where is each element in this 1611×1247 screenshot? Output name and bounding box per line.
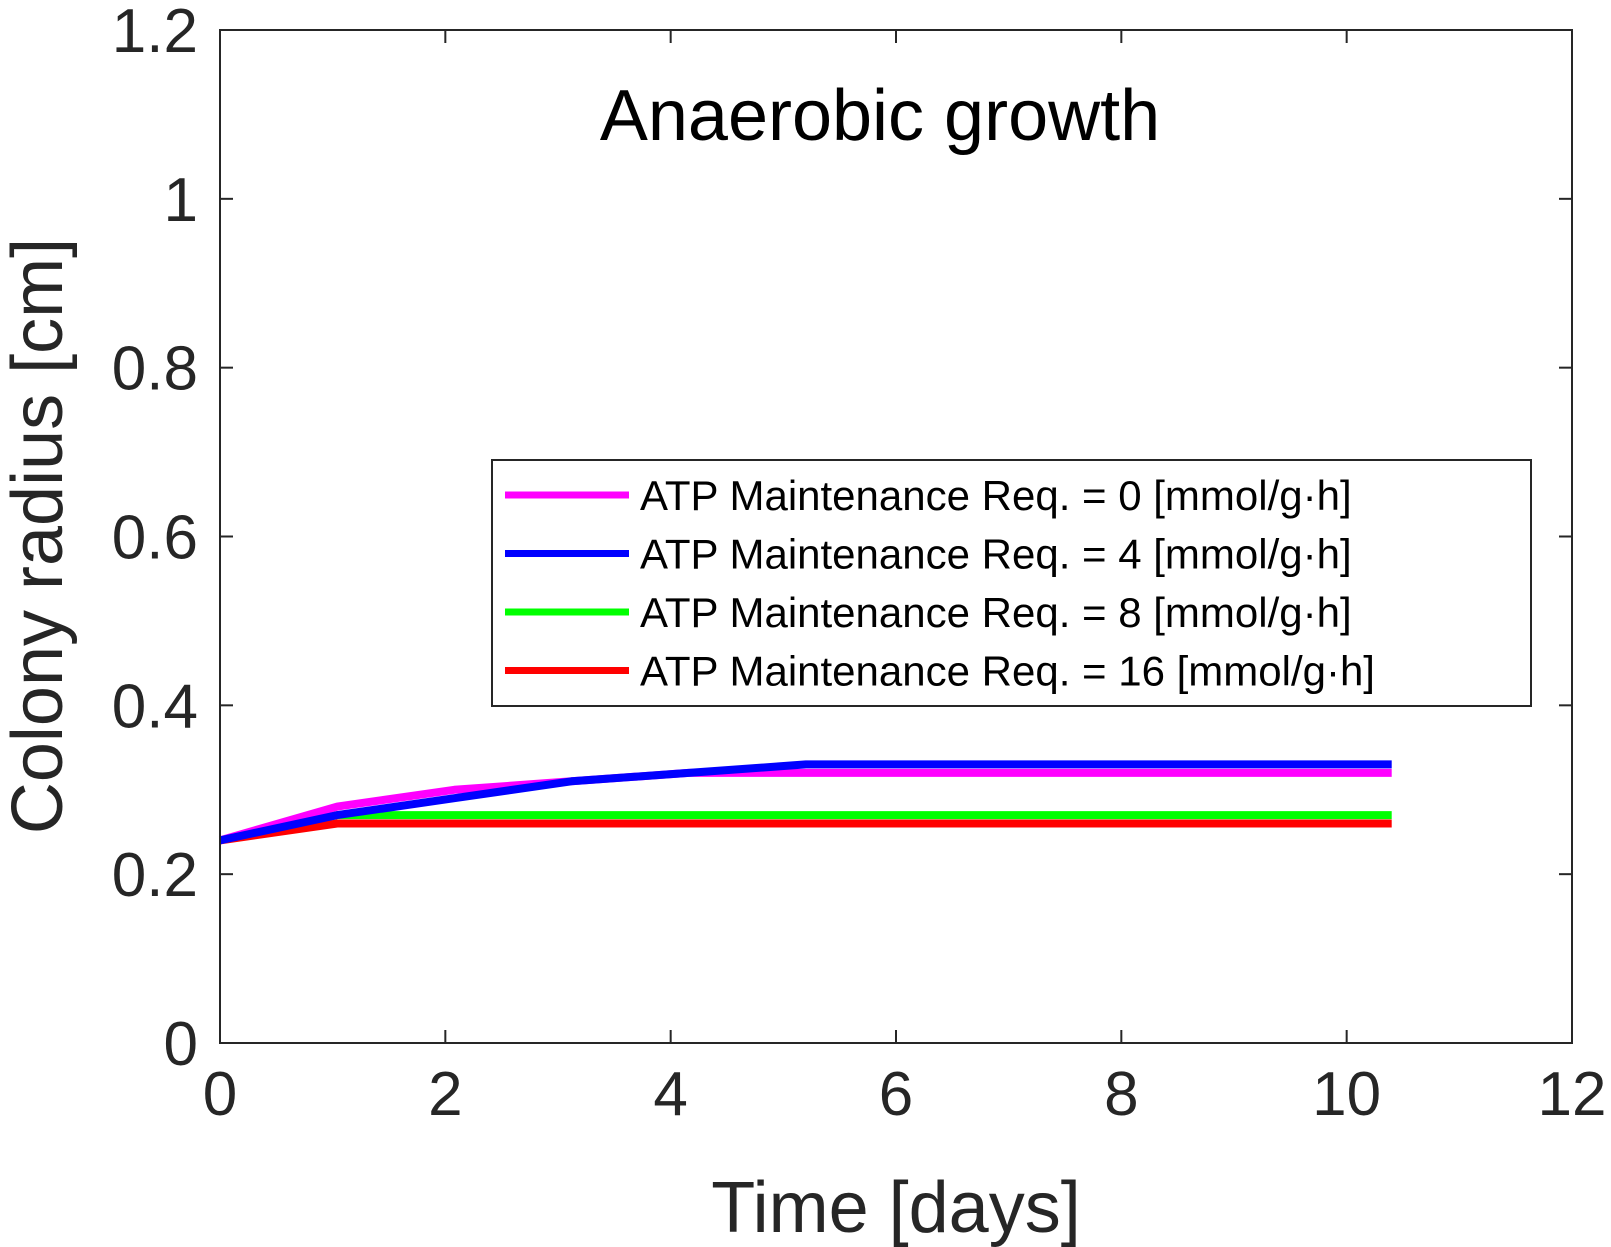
series-line-1	[219, 760, 1392, 845]
legend-label-3: ATP Maintenance Req. = 16 [mmol/g·h]	[640, 648, 1375, 695]
tick-labels: 0 2 4 6 8 10 12 0 0.2 0.4 0.6 0.8 1 1.2	[112, 0, 1607, 1129]
x-tick-label: 6	[879, 1060, 913, 1129]
x-tick-label: 0	[203, 1060, 237, 1129]
axes-box	[219, 29, 1573, 1044]
legend-items: ATP Maintenance Req. = 0 [mmol/g·h] ATP M…	[505, 472, 1375, 695]
y-tick-label: 0.8	[112, 335, 198, 404]
x-tick-label: 4	[653, 1060, 687, 1129]
chart-title: Anaerobic growth	[600, 76, 1160, 156]
legend-label-1: ATP Maintenance Req. = 4 [mmol/g·h]	[640, 531, 1352, 578]
legend-label-0: ATP Maintenance Req. = 0 [mmol/g·h]	[640, 472, 1352, 519]
y-tick-label: 1.2	[112, 0, 198, 66]
y-tick-label: 0.6	[112, 504, 198, 573]
series-line-2	[219, 811, 1392, 845]
legend: ATP Maintenance Req. = 0 [mmol/g·h] ATP M…	[491, 459, 1532, 707]
y-tick-label: 0.4	[112, 672, 198, 741]
x-tick-label: 10	[1312, 1060, 1381, 1129]
legend-box	[491, 459, 1532, 707]
x-axis-label: Time [days]	[711, 1168, 1080, 1247]
x-tick-label: 2	[428, 1060, 462, 1129]
y-axis-label: Colony radius [cm]	[0, 238, 78, 834]
legend-label-2: ATP Maintenance Req. = 8 [mmol/g·h]	[640, 589, 1352, 636]
series-line-0	[218, 768, 1392, 845]
series-layer	[218, 760, 1392, 845]
x-tick-label: 8	[1104, 1060, 1138, 1129]
y-tick-label: 1	[164, 166, 198, 235]
y-tick-label: 0	[164, 1010, 198, 1079]
x-tick-label: 12	[1538, 1060, 1607, 1129]
series-line-3	[219, 819, 1392, 845]
y-tick-label: 0.2	[112, 841, 198, 910]
